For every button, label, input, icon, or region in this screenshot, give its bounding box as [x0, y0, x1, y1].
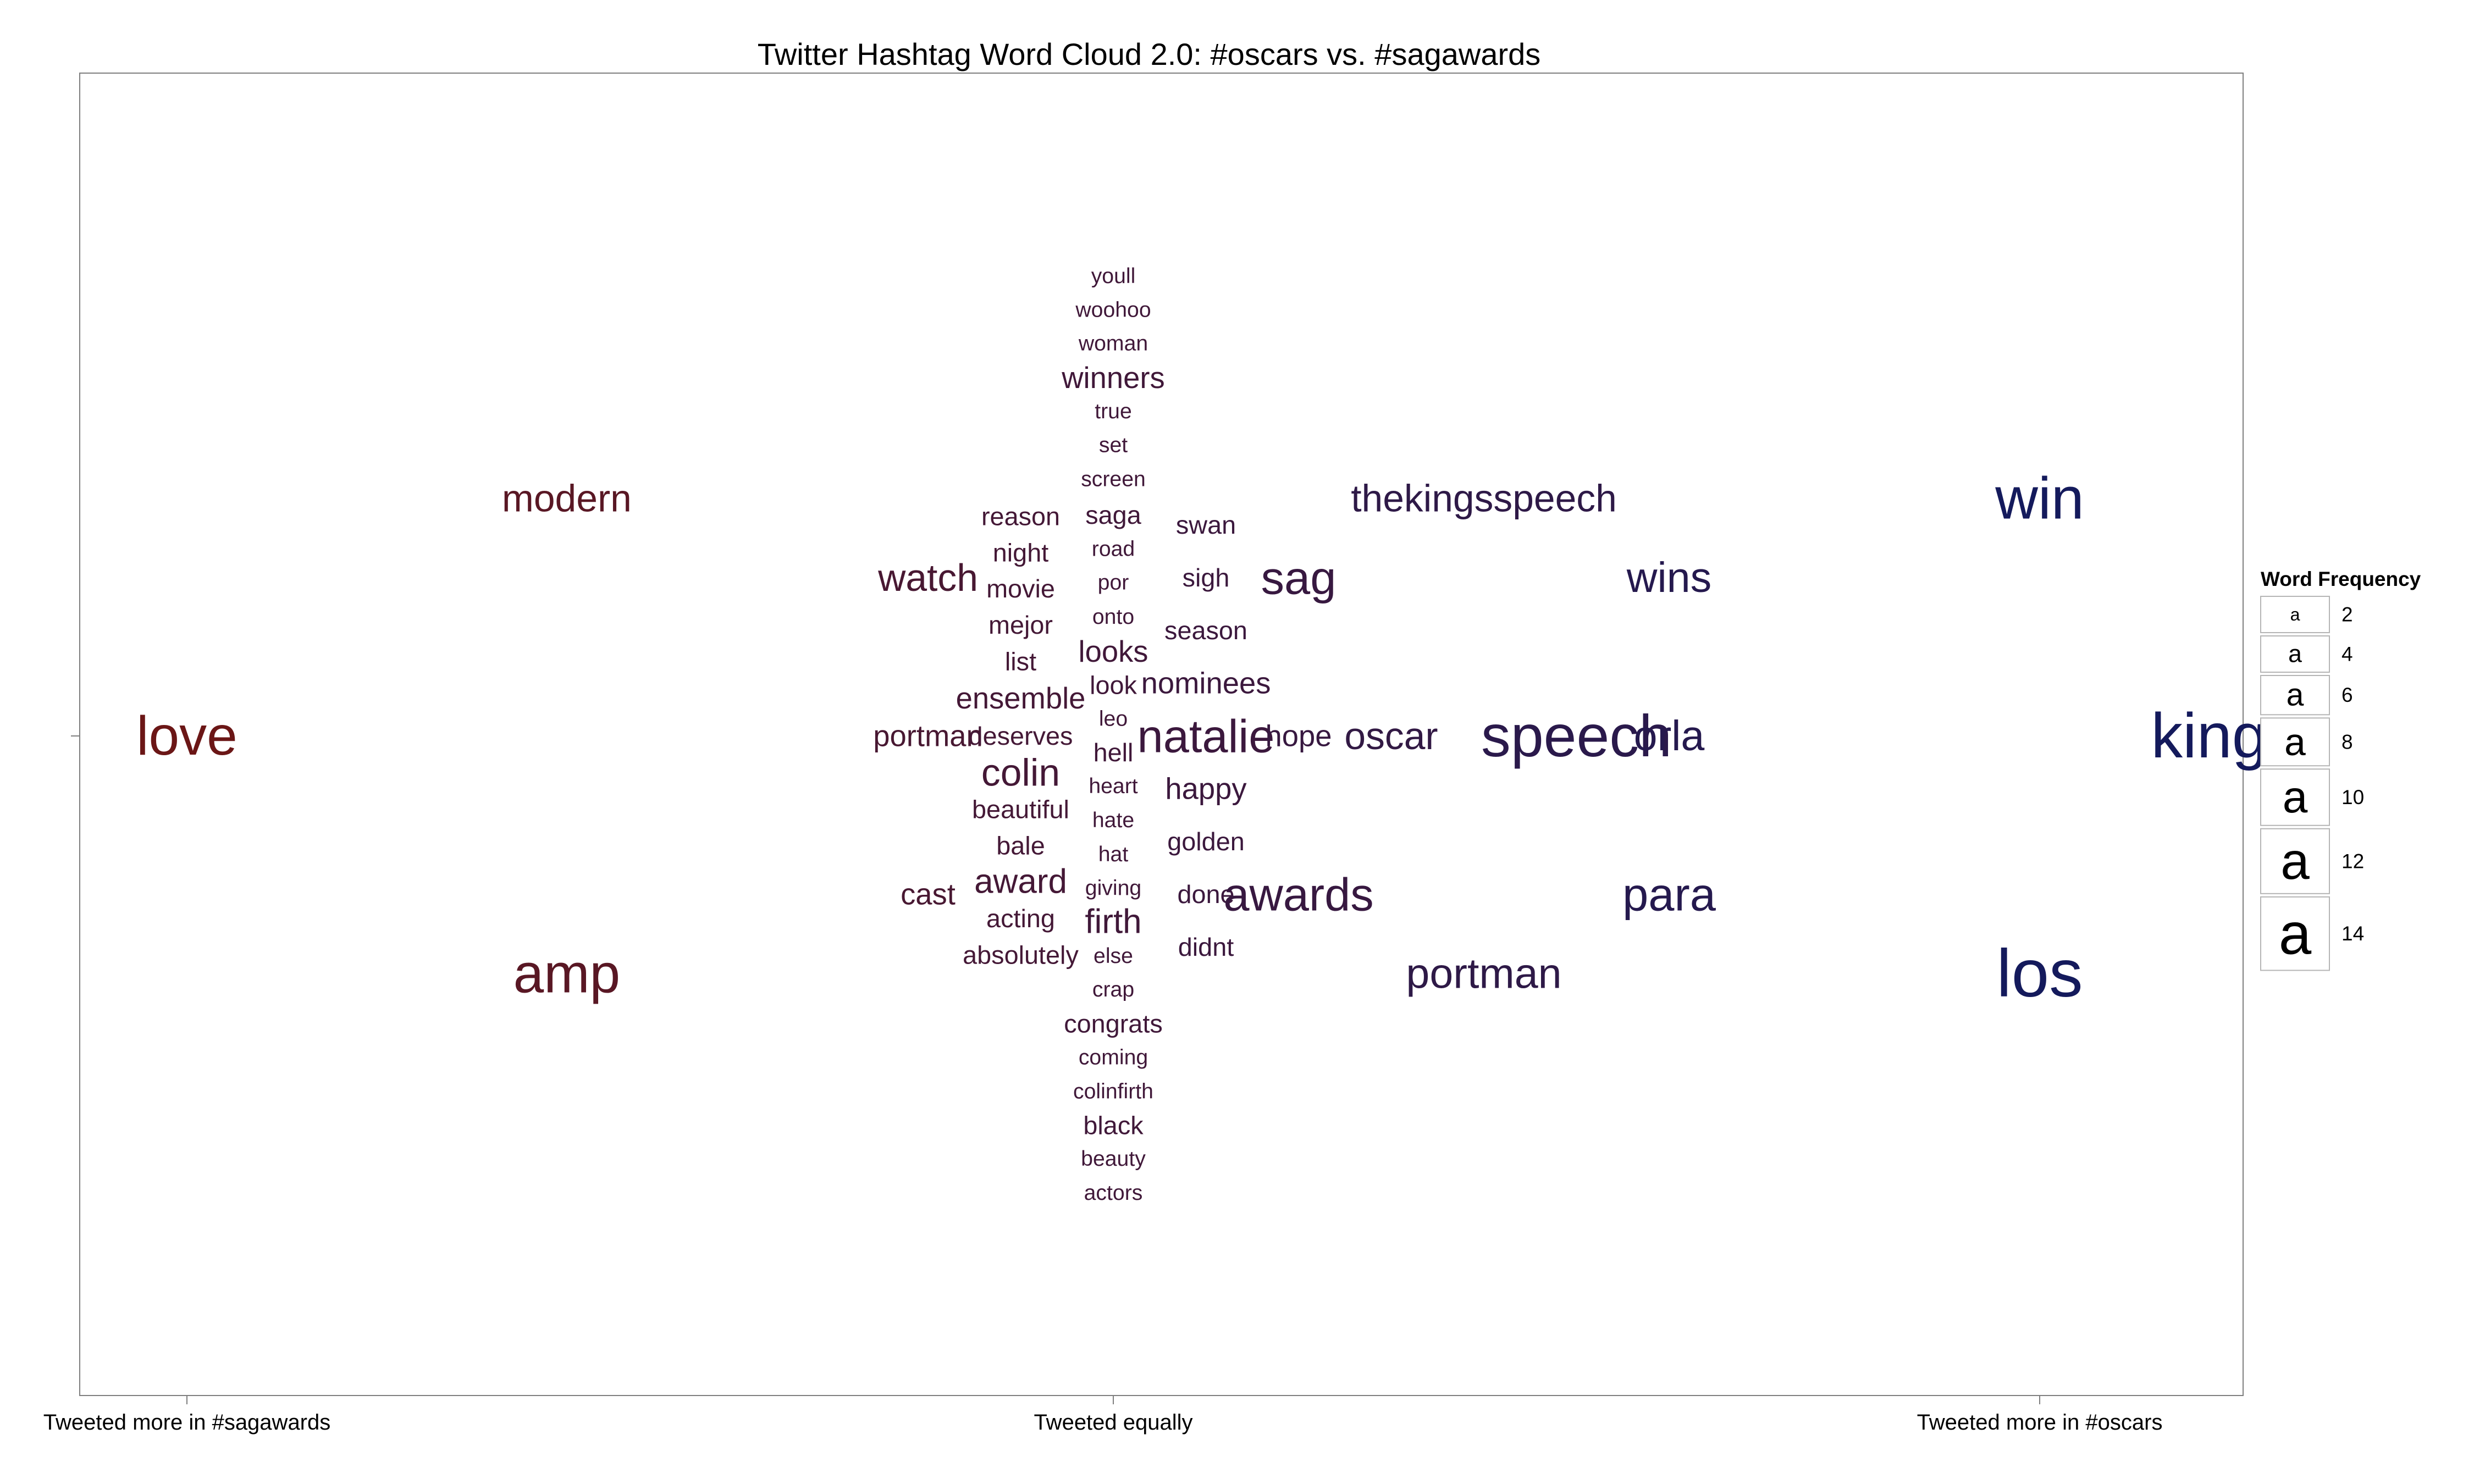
word-heart-34: heart: [1089, 774, 1137, 798]
legend-glyph-3: a: [2284, 721, 2306, 763]
word-sag-57: sag: [1261, 552, 1337, 604]
word-orla-65: orla: [1634, 712, 1705, 760]
word-speech-62: speech: [1481, 703, 1672, 769]
word-movie-8: movie: [986, 574, 1055, 603]
legend-key-1: [2260, 635, 2330, 673]
legend-label-3: 8: [2342, 730, 2353, 753]
x-tick-label-1: Tweeted equally: [1034, 1410, 1192, 1435]
legend-label-6: 14: [2342, 922, 2364, 945]
word-woman-21: woman: [1078, 332, 1148, 356]
word-awards-58: awards: [1223, 868, 1373, 920]
legend-glyph-6: a: [2279, 901, 2312, 967]
word-reason-6: reason: [981, 502, 1060, 531]
legend-glyph-0: a: [2290, 605, 2300, 624]
legend-key-5: [2260, 828, 2330, 894]
legend-glyph-2: a: [2287, 678, 2304, 713]
word-para-64: para: [1622, 868, 1716, 920]
legend-glyph-5: a: [2280, 832, 2310, 890]
word-deserves-12: deserves: [969, 722, 1073, 750]
legend-glyph-1: a: [2288, 641, 2302, 668]
legend-label-2: 6: [2342, 684, 2353, 706]
word-black-44: black: [1083, 1111, 1144, 1139]
word-nominees-50: nominees: [1141, 667, 1271, 700]
word-layer: love amp modern watch cast portman reason night…: [136, 264, 2299, 1205]
word-hope-56: hope: [1266, 719, 1332, 753]
word-swan-47: swan: [1176, 511, 1236, 539]
word-beauty-45: beauty: [1081, 1147, 1146, 1171]
word-hat-36: hat: [1098, 843, 1129, 866]
plot-panel: [79, 73, 2244, 1396]
x-tick-label-0: Tweeted more in #sagawards: [43, 1410, 331, 1435]
word-thekingsspeech-60: thekingsspeech: [1351, 477, 1617, 520]
word-actors-46: actors: [1084, 1181, 1143, 1205]
word-set-24: set: [1099, 433, 1128, 457]
chart-title: Twitter Hashtag Word Cloud 2.0: #oscars …: [758, 37, 1541, 71]
word-congrats-41: congrats: [1064, 1010, 1163, 1038]
word-didnt-55: didnt: [1178, 933, 1234, 961]
legend-key-6: [2260, 896, 2330, 971]
word-colinfirth-43: colinfirth: [1073, 1080, 1153, 1104]
x-axis: Tweeted more in #sagawards Tweeted equall…: [43, 1396, 2163, 1435]
word-list-10: list: [1005, 647, 1036, 676]
word-woohoo-20: woohoo: [1075, 298, 1151, 322]
legend-label-4: 10: [2342, 786, 2364, 809]
legend-key-0: [2260, 596, 2330, 633]
word-natalie-51: natalie: [1137, 710, 1275, 762]
word-winners-22: winners: [1061, 361, 1164, 395]
word-leo-32: leo: [1099, 707, 1128, 730]
word-colin-13: colin: [981, 751, 1060, 794]
word-win-66: win: [1995, 466, 2084, 531]
word-road-27: road: [1092, 537, 1135, 561]
legend-key-3: [2260, 717, 2330, 767]
word-portman-61: portman: [1406, 950, 1561, 997]
word-los-67: los: [1997, 936, 2083, 1011]
word-oscar-59: oscar: [1344, 715, 1438, 757]
word-look-31: look: [1090, 671, 1137, 700]
word-absolutely-18: absolutely: [963, 941, 1079, 970]
word-ensemble-11: ensemble: [956, 682, 1086, 715]
word-looks-30: looks: [1079, 635, 1148, 668]
legend-key-2: [2260, 675, 2330, 716]
word-award-16: award: [974, 863, 1067, 901]
word-hell-33: hell: [1094, 738, 1134, 767]
word-wins-63: wins: [1626, 554, 1711, 601]
legend-label-1: 4: [2342, 643, 2353, 666]
word-coming-42: coming: [1079, 1045, 1148, 1069]
word-frequency-legend: Word Frequency a 2 a 4 a 6 a 8 a 10 a 12 a 14: [2260, 568, 2421, 971]
word-modern-2: modern: [502, 477, 632, 520]
x-tick-label-2: Tweeted more in #oscars: [1917, 1410, 2163, 1435]
word-beautiful-14: beautiful: [972, 795, 1069, 823]
word-crap-40: crap: [1092, 978, 1134, 1001]
legend-glyph-4: a: [2283, 772, 2308, 822]
word-night-7: night: [993, 538, 1048, 567]
word-cast-4: cast: [901, 877, 956, 911]
word-done-54: done: [1177, 880, 1234, 909]
word-onto-29: onto: [1092, 605, 1134, 629]
word-golden-53: golden: [1167, 827, 1245, 856]
word-happy-52: happy: [1165, 772, 1247, 805]
word-por-28: por: [1098, 571, 1129, 595]
word-firth-38: firth: [1085, 903, 1141, 941]
word-else-39: else: [1094, 944, 1133, 968]
word-sigh-48: sigh: [1183, 563, 1230, 592]
word-portman-5: portman: [873, 719, 983, 753]
word-saga-26: saga: [1085, 501, 1141, 529]
word-mejor-9: mejor: [989, 611, 1053, 639]
word-bale-15: bale: [996, 831, 1045, 860]
word-acting-17: acting: [986, 904, 1055, 933]
word-hate-35: hate: [1092, 809, 1134, 832]
word-season-49: season: [1164, 616, 1247, 645]
legend-label-0: 2: [2342, 603, 2353, 626]
word-giving-37: giving: [1085, 876, 1141, 900]
word-watch-3: watch: [877, 556, 978, 599]
word-amp-1: amp: [513, 943, 621, 1004]
word-true-23: true: [1095, 400, 1132, 423]
legend-key-4: [2260, 768, 2330, 826]
word-youll-19: youll: [1091, 264, 1136, 288]
legend-label-5: 12: [2342, 850, 2364, 872]
word-screen-25: screen: [1081, 467, 1146, 491]
word-love-0: love: [136, 705, 237, 767]
legend-title: Word Frequency: [2261, 568, 2421, 590]
